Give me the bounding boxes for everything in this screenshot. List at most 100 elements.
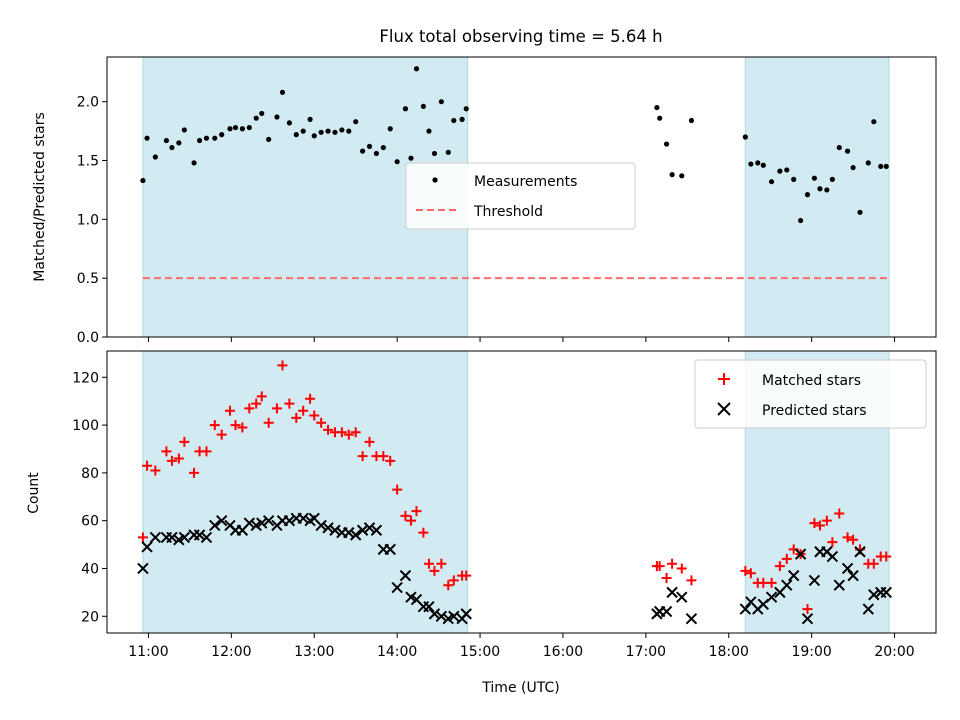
measurement-point (346, 128, 352, 134)
measurement-point (140, 177, 146, 184)
y-tick-label: 0.0 (77, 330, 99, 346)
bottom-legend: Matched stars Predicted stars (694, 359, 927, 429)
predicted-star-point (801, 612, 814, 625)
y-tick-label: 60 (81, 514, 99, 530)
measurement-point (169, 144, 175, 151)
predicted-star-point (363, 522, 376, 534)
measurement-point (669, 172, 675, 178)
measurement-point (373, 150, 380, 157)
measurement-point (181, 127, 187, 133)
matched-star-point (230, 420, 241, 431)
matched-star-point (209, 420, 220, 431)
measurement-point (307, 116, 313, 122)
legend-matched-marker (718, 373, 730, 385)
predicted-star-point (808, 574, 821, 587)
measurement-point (246, 124, 252, 131)
predicted-star-point (166, 531, 178, 544)
predicted-star-point (666, 586, 678, 599)
shaded-interval (142, 350, 469, 634)
measurement-point (804, 192, 811, 198)
predicted-star-point (423, 601, 435, 613)
predicted-star-point (794, 548, 807, 560)
measurement-point (777, 168, 783, 174)
measurement-point (865, 160, 871, 166)
predicted-star-point (137, 562, 149, 575)
measurement-point (742, 134, 748, 140)
matched-star-point (263, 417, 274, 428)
bottom-y-axis: 20 40 60 80 100 120 (72, 370, 107, 625)
measurement-point (259, 110, 265, 117)
predicted-star-point (787, 569, 800, 582)
x-tick-label: 11:00 (128, 644, 168, 660)
measurement-point (318, 129, 324, 135)
predicted-star-point (262, 514, 275, 527)
matched-star-point (316, 417, 327, 428)
predicted-star-point (399, 569, 412, 582)
measurement-point (325, 128, 331, 134)
measurement-point (152, 154, 158, 160)
matched-star-point (676, 563, 687, 574)
measurement-point (654, 104, 660, 111)
predicted-star-point (685, 612, 698, 625)
measurement-point (878, 163, 884, 170)
y-tick-label: 120 (72, 370, 99, 386)
top-panel: 0.00.51.01.52.0 Matched/Predicted stars … (32, 56, 937, 346)
predicted-star-point (854, 546, 866, 558)
predicted-star-point (200, 531, 213, 544)
measurement-point (176, 140, 182, 146)
measurement-point (755, 160, 761, 166)
measurement-point (394, 159, 400, 165)
measurement-point (227, 126, 233, 132)
measurement-point (760, 162, 766, 168)
measurement-point (463, 106, 469, 112)
predicted-star-point (349, 529, 362, 541)
measurement-point (784, 167, 790, 173)
legend-measurements-marker (432, 177, 438, 183)
predicted-star-point (243, 517, 256, 529)
measurement-point (353, 119, 359, 125)
matched-star-point (323, 424, 334, 435)
y-tick-label: 0.5 (77, 271, 99, 287)
matched-star-point (781, 553, 792, 564)
predicted-star-point (178, 531, 191, 544)
predicted-star-point (841, 562, 854, 575)
matched-star-point (378, 451, 389, 462)
measurement-point (191, 160, 197, 166)
measurement-point (688, 117, 695, 124)
predicted-star-point (435, 610, 448, 622)
matched-star-point (423, 558, 434, 569)
top-y-axis: 0.0 0.5 1.0 1.5 2.0 (77, 95, 107, 346)
measurement-point (380, 144, 386, 151)
legend-measurements-label: Measurements (474, 174, 577, 190)
predicted-star-point (765, 591, 778, 603)
matched-star-point (802, 604, 813, 615)
matched-star-point (868, 558, 879, 569)
measurement-point (144, 135, 150, 141)
measurement-point (300, 128, 306, 134)
measurement-point (232, 124, 239, 131)
predicted-star-point (781, 579, 793, 591)
predicted-star-point (826, 550, 839, 563)
measurement-point (402, 106, 409, 112)
matched-star-point (821, 515, 832, 526)
matched-star-point (189, 467, 200, 478)
matched-star-point (461, 570, 472, 581)
bottom-x-axis: 11:00 12:00 13:00 14:00 15:00 16:00 17:00 18:00… (128, 633, 915, 660)
matched-star-point (848, 534, 859, 545)
matched-star-point (142, 460, 153, 471)
measurement-point (857, 209, 863, 215)
measurement-point (286, 120, 292, 126)
measurement-point (438, 99, 444, 105)
y-tick-label: 100 (72, 418, 99, 434)
measurement-point (431, 150, 438, 157)
matched-star-point (661, 573, 672, 584)
matched-star-point (237, 422, 248, 433)
matched-star-point (298, 405, 309, 416)
legend-matched-label: Matched stars (762, 373, 861, 389)
matched-star-point (834, 508, 845, 519)
matched-star-point (284, 398, 295, 409)
x-tick-label: 16:00 (543, 644, 583, 660)
measurement-point (748, 161, 754, 167)
matched-star-point (411, 506, 422, 517)
matched-star-point (740, 565, 751, 576)
